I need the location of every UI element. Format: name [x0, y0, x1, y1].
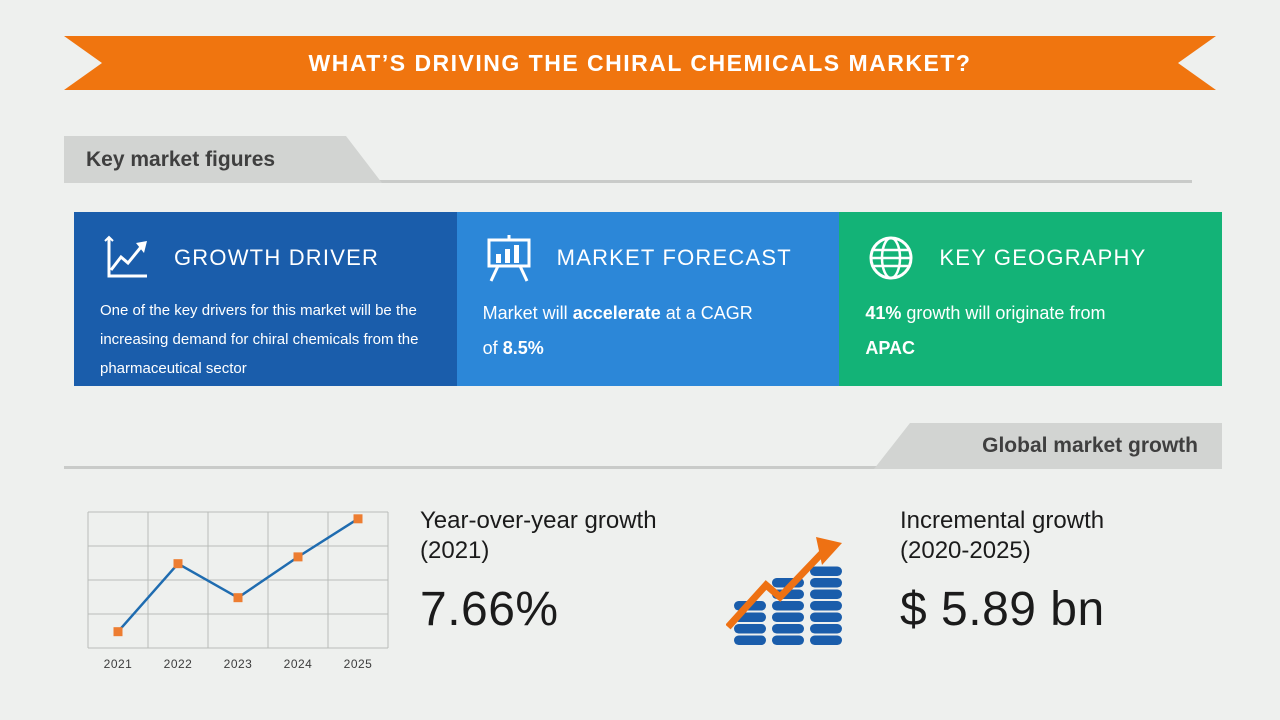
stat-label: Year-over-year growth (2021): [420, 507, 657, 564]
presentation-chart-icon: [483, 232, 535, 284]
stat-label: Incremental growth (2020-2025): [900, 507, 1105, 564]
section-divider-mid: [64, 466, 1222, 469]
section-tab-label: Global market growth: [982, 434, 1198, 457]
card-text: Market will accelerate at a CAGR of 8.5%: [482, 303, 753, 358]
card-market-forecast: MARKET FORECAST Market will accelerate a…: [456, 212, 840, 386]
card-title: KEY GEOGRAPHY: [939, 245, 1147, 270]
section-tab-global-market-growth: Global market growth: [874, 423, 1222, 469]
section-tab-label: Key market figures: [86, 147, 276, 171]
x-tick-label: 2024: [283, 657, 313, 671]
card-title: GROWTH DRIVER: [174, 245, 380, 270]
x-tick-label: 2021: [103, 657, 133, 671]
x-tick-label: 2023: [223, 657, 253, 671]
section-divider-top: [64, 180, 1192, 183]
card-text: One of the key drivers for this market w…: [100, 302, 419, 377]
section-tab-key-market-figures: Key market figures: [64, 136, 382, 183]
card-header: GROWTH DRIVER: [100, 232, 431, 284]
card-header: MARKET FORECAST: [483, 232, 814, 284]
stat-value: 7.66%: [420, 583, 559, 636]
x-tick-label: 2022: [163, 657, 193, 671]
card-key-geography: KEY GEOGRAPHY 41% growth will originate …: [839, 212, 1223, 386]
page-title: WHAT’S DRIVING THE CHIRAL CHEMICALS MARK…: [308, 49, 972, 76]
card-growth-driver: GROWTH DRIVER One of the key drivers for…: [74, 212, 457, 386]
title-ribbon: WHAT’S DRIVING THE CHIRAL CHEMICALS MARK…: [64, 36, 1216, 90]
growth-chart-icon: [100, 232, 152, 284]
x-tick-label: 2025: [343, 657, 373, 671]
chart-x-axis-labels: 2021 2022 2023 2024 2025: [88, 657, 388, 671]
key-figures-cards: GROWTH DRIVER One of the key drivers for…: [74, 212, 1223, 386]
card-text: 41% growth will originate from APAC: [865, 303, 1106, 358]
growth-line-chart: [87, 511, 389, 649]
stat-incremental-growth: Incremental growth (2020-2025) $ 5.89 bn: [900, 506, 1175, 637]
globe-icon: [865, 232, 917, 284]
stat-value: $ 5.89 bn: [900, 583, 1105, 636]
coin-stacks-growth-icon: [725, 515, 850, 649]
card-header: KEY GEOGRAPHY: [865, 232, 1196, 284]
stat-yoy-growth: Year-over-year growth (2021) 7.66%: [420, 506, 670, 637]
card-title: MARKET FORECAST: [556, 245, 792, 270]
